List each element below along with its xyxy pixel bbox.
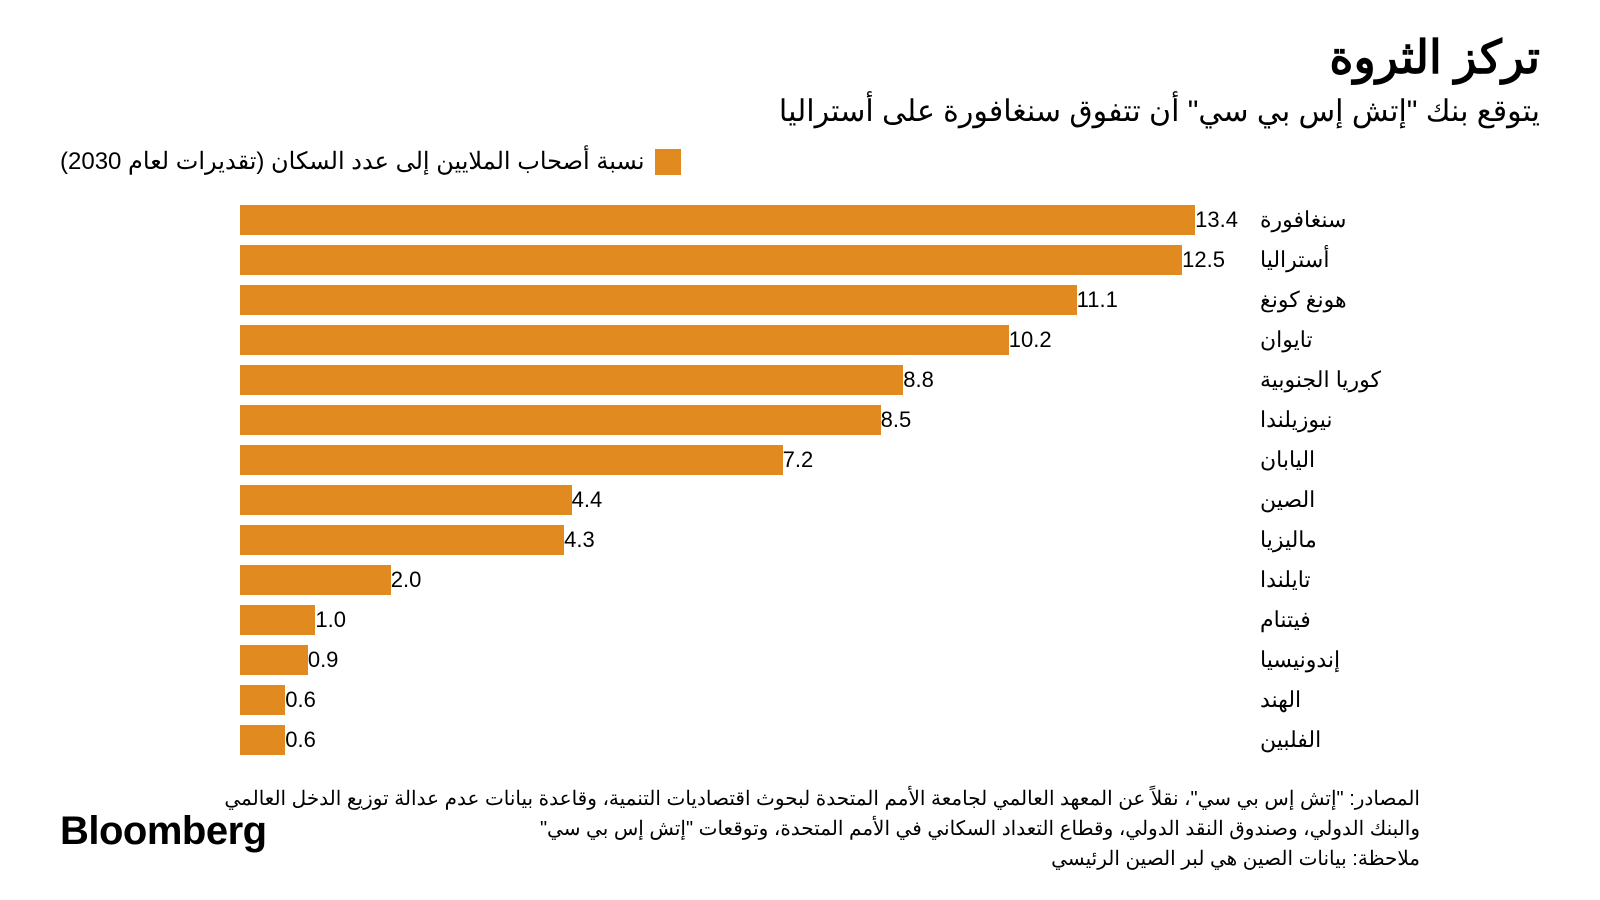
bar-track: 1.0 [240, 605, 1250, 635]
bar [240, 285, 1077, 315]
bar-row: إندونيسيا 0.9 [240, 642, 1420, 678]
bar-track: 12.5 [240, 245, 1250, 275]
legend-swatch [655, 149, 681, 175]
chart-container: تركز الثروة يتوقع بنك "إتش إس بي سي" أن … [0, 0, 1600, 900]
value-label: 0.6 [285, 727, 316, 753]
chart-subtitle: يتوقع بنك "إتش إس بي سي" أن تتفوق سنغافو… [60, 94, 1540, 129]
bar-row: أستراليا 12.5 [240, 242, 1420, 278]
value-label: 11.1 [1077, 287, 1118, 313]
bar-track: 0.9 [240, 645, 1250, 675]
bar-row: ماليزيا 4.3 [240, 522, 1420, 558]
bar-track: 8.8 [240, 365, 1250, 395]
bar-row: الفلبين 0.6 [240, 722, 1420, 758]
bar-row: هونغ كونغ 11.1 [240, 282, 1420, 318]
category-label: الفلبين [1250, 727, 1420, 753]
value-label: 10.2 [1009, 327, 1052, 353]
bar-row: الصين 4.4 [240, 482, 1420, 518]
bar [240, 725, 285, 755]
category-label: تايلندا [1250, 567, 1420, 593]
category-label: الصين [1250, 487, 1420, 513]
chart-title: تركز الثروة [60, 30, 1540, 84]
bar-track: 2.0 [240, 565, 1250, 595]
value-label: 2.0 [391, 567, 422, 593]
value-label: 0.6 [285, 687, 316, 713]
bar-track: 11.1 [240, 285, 1250, 315]
value-label: 13.4 [1195, 207, 1238, 233]
bar-track: 4.3 [240, 525, 1250, 555]
bar [240, 365, 903, 395]
category-label: ماليزيا [1250, 527, 1420, 553]
bar-row: تايوان 10.2 [240, 322, 1420, 358]
value-label: 7.2 [783, 447, 814, 473]
bar [240, 525, 564, 555]
category-label: سنغافورة [1250, 207, 1420, 233]
bar-track: 0.6 [240, 685, 1250, 715]
category-label: تايوان [1250, 327, 1420, 353]
category-label: هونغ كونغ [1250, 287, 1420, 313]
value-label: 4.3 [564, 527, 595, 553]
category-label: اليابان [1250, 447, 1420, 473]
chart-legend: نسبة أصحاب الملايين إلى عدد السكان (تقدي… [60, 147, 1540, 176]
bar [240, 565, 391, 595]
bar-track: 13.4 [240, 205, 1250, 235]
bar [240, 605, 315, 635]
category-label: نيوزيلندا [1250, 407, 1420, 433]
bar-row: اليابان 7.2 [240, 442, 1420, 478]
bar-track: 7.2 [240, 445, 1250, 475]
bar-track: 0.6 [240, 725, 1250, 755]
bar-row: كوريا الجنوبية 8.8 [240, 362, 1420, 398]
chart-footer: المصادر: "إتش إس بي سي"، نقلاً عن المعهد… [60, 784, 1540, 871]
value-label: 0.9 [308, 647, 339, 673]
bar [240, 685, 285, 715]
category-label: الهند [1250, 687, 1420, 713]
value-label: 12.5 [1182, 247, 1225, 273]
brand-logo: Bloomberg [60, 809, 267, 854]
bar-row: الهند 0.6 [240, 682, 1420, 718]
bar-track: 8.5 [240, 405, 1250, 435]
value-label: 8.5 [881, 407, 912, 433]
bar-track: 10.2 [240, 325, 1250, 355]
category-label: كوريا الجنوبية [1250, 367, 1420, 393]
legend-label: نسبة أصحاب الملايين إلى عدد السكان (تقدي… [60, 147, 645, 176]
category-label: فيتنام [1250, 607, 1420, 633]
category-label: إندونيسيا [1250, 647, 1420, 673]
bar [240, 325, 1009, 355]
value-label: 4.4 [572, 487, 603, 513]
bar [240, 245, 1182, 275]
value-label: 1.0 [315, 607, 346, 633]
bar [240, 645, 308, 675]
bar [240, 405, 881, 435]
bar-row: نيوزيلندا 8.5 [240, 402, 1420, 438]
bar-row: تايلندا 2.0 [240, 562, 1420, 598]
bar-row: سنغافورة 13.4 [240, 202, 1420, 238]
bar [240, 205, 1195, 235]
value-label: 8.8 [903, 367, 934, 393]
bar-row: فيتنام 1.0 [240, 602, 1420, 638]
bar [240, 485, 572, 515]
category-label: أستراليا [1250, 247, 1420, 273]
bar-chart: سنغافورة 13.4 أستراليا 12.5 هونغ كونغ 11.1 تاي… [60, 202, 1540, 758]
bar [240, 445, 783, 475]
bar-track: 4.4 [240, 485, 1250, 515]
